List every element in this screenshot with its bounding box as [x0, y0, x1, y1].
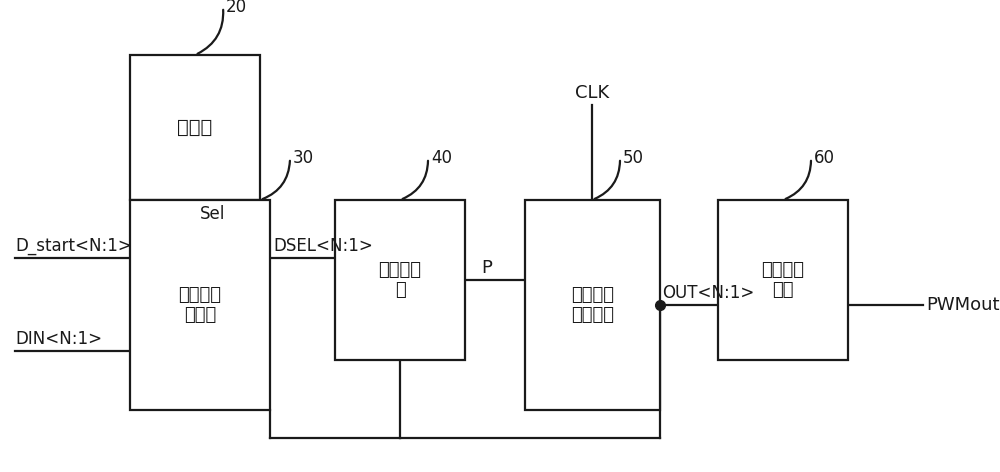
Text: PWMout: PWMout: [926, 296, 1000, 314]
Text: D_start<N:1>: D_start<N:1>: [15, 237, 132, 255]
Text: 数字可控
加减法器: 数字可控 加减法器: [571, 286, 614, 324]
Text: 数字比较
器: 数字比较 器: [378, 261, 422, 299]
Text: 50: 50: [623, 149, 644, 167]
Text: 40: 40: [431, 149, 452, 167]
Bar: [525, 200, 660, 410]
Text: DSEL<N:1>: DSEL<N:1>: [273, 237, 373, 255]
Bar: [130, 200, 270, 410]
Bar: [130, 55, 260, 200]
Bar: [335, 200, 465, 360]
Text: CLK: CLK: [575, 84, 609, 102]
Text: Sel: Sel: [200, 205, 225, 223]
Text: 60: 60: [814, 149, 835, 167]
Text: 转换控制
电路: 转换控制 电路: [762, 261, 804, 299]
Text: P: P: [482, 259, 492, 277]
Text: 第一多路
选择器: 第一多路 选择器: [178, 286, 222, 324]
Text: 20: 20: [226, 0, 247, 16]
Text: DIN<N:1>: DIN<N:1>: [15, 330, 102, 348]
Text: 30: 30: [293, 149, 314, 167]
Text: 计数器: 计数器: [177, 118, 213, 137]
Text: OUT<N:1>: OUT<N:1>: [662, 284, 754, 302]
Bar: [718, 200, 848, 360]
